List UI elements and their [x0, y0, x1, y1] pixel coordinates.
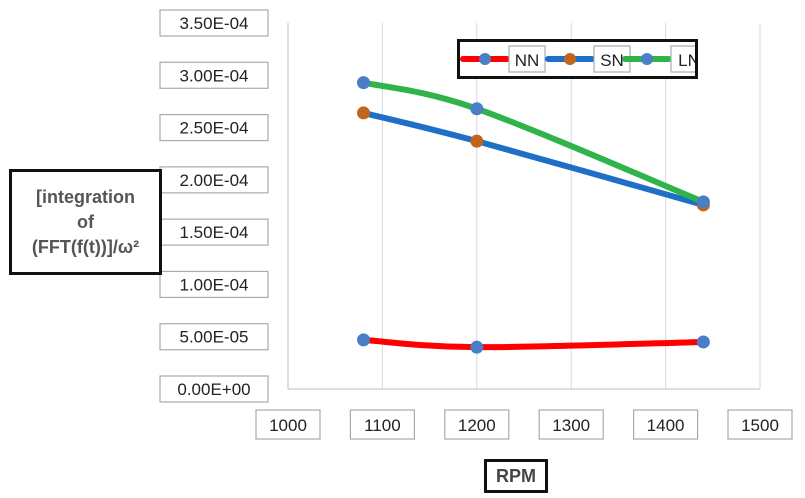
x-tick-box	[538, 409, 604, 440]
x-tick-label: 1300	[552, 416, 590, 435]
y-tick-label: 3.50E-04	[180, 14, 249, 33]
data-point-nn	[357, 333, 371, 347]
x-tick-label: 1000	[269, 416, 307, 435]
x-tick-label: 1400	[647, 416, 685, 435]
y-tick: 3.50E-04	[159, 9, 269, 37]
y-tick: 3.00E-04	[159, 61, 269, 89]
legend-entry-nn: NN	[460, 45, 546, 73]
y-tick-label: 1.50E-04	[180, 223, 249, 242]
x-tick: 1400	[632, 409, 699, 440]
x-tick-label: 1200	[458, 416, 496, 435]
x-tick: 1300	[538, 409, 604, 440]
legend-entries: NN SN LN	[460, 45, 708, 73]
x-tick-box	[632, 409, 699, 440]
y-tick-label: 2.00E-04	[180, 171, 249, 190]
y-tick-label: 0.00E+00	[177, 380, 250, 399]
data-point-sn	[357, 106, 371, 120]
y-tick-box	[159, 113, 269, 142]
y-tick-box	[159, 61, 269, 89]
data-point-ln	[696, 195, 710, 209]
legend-entry-ln: LN	[622, 45, 708, 73]
y-tick-box	[159, 218, 269, 246]
y-tick: 0.00E+00	[159, 375, 269, 403]
y-tick-label: 1.00E-04	[180, 275, 249, 294]
legend-label-nn: NN	[515, 51, 540, 70]
series-ln	[357, 76, 710, 209]
y-tick: 1.50E-04	[159, 218, 269, 246]
x-tick-box	[255, 409, 321, 440]
x-axis-label: RPM	[484, 459, 548, 493]
y-tick: 5.00E-05	[159, 323, 269, 351]
y-tick-box	[159, 9, 269, 37]
series-line-nn	[360, 336, 707, 351]
legend-marker-nn	[479, 53, 491, 65]
y-tick-label: 2.50E-04	[180, 119, 249, 138]
series-line-sn	[360, 109, 707, 208]
x-tick-box	[444, 409, 510, 440]
legend-label-sn: SN	[600, 51, 624, 70]
y-tick-box	[159, 270, 269, 299]
legend-label-box-sn	[593, 45, 631, 73]
axes	[287, 23, 760, 390]
series-sn	[357, 106, 710, 212]
y-tick: 2.00E-04	[159, 166, 269, 194]
x-tick-label: 1100	[364, 416, 401, 435]
data-point-nn	[696, 335, 710, 349]
y-tick-labels: 0.00E+00 5.00E-05 1.00E-04 1.50E-04 2.00E-04…	[159, 9, 269, 403]
y-axis-label-text: [integration of (FFT(f(t))]/ω²	[31, 186, 140, 257]
y-tick-label: 5.00E-05	[180, 328, 249, 347]
series-nn	[357, 333, 710, 354]
y-tick: 1.00E-04	[159, 270, 269, 299]
legend: NN SN LN	[457, 39, 708, 79]
legend-marker-ln	[641, 53, 653, 65]
x-tick-labels: 1000 1100 1200 1300 1400 1500	[255, 409, 793, 440]
data-point-sn	[470, 134, 484, 148]
grid	[381, 23, 761, 389]
data-point-ln	[470, 102, 484, 116]
legend-label-ln: LN	[678, 51, 695, 70]
x-tick-box	[727, 409, 793, 440]
x-tick: 1000	[255, 409, 321, 440]
y-tick-box	[159, 323, 269, 351]
y-tick: 2.50E-04	[159, 113, 269, 142]
data-point-ln	[357, 76, 371, 90]
y-axis-label: [integration of (FFT(f(t))]/ω²	[9, 169, 162, 275]
series-line-ln	[360, 79, 707, 205]
x-tick-box	[349, 409, 415, 440]
data-point-nn	[470, 340, 484, 354]
x-tick: 1200	[444, 409, 510, 440]
y-tick-label: 3.00E-04	[180, 66, 249, 85]
x-tick-label: 1500	[741, 416, 779, 435]
y-tick-box	[159, 375, 269, 403]
x-tick: 1100	[349, 409, 415, 440]
series-layer	[357, 76, 710, 354]
legend-entry-sn: SN	[545, 45, 631, 73]
x-tick: 1500	[727, 409, 793, 440]
legend-marker-sn	[564, 53, 576, 65]
x-axis-label-text: RPM	[496, 465, 536, 486]
